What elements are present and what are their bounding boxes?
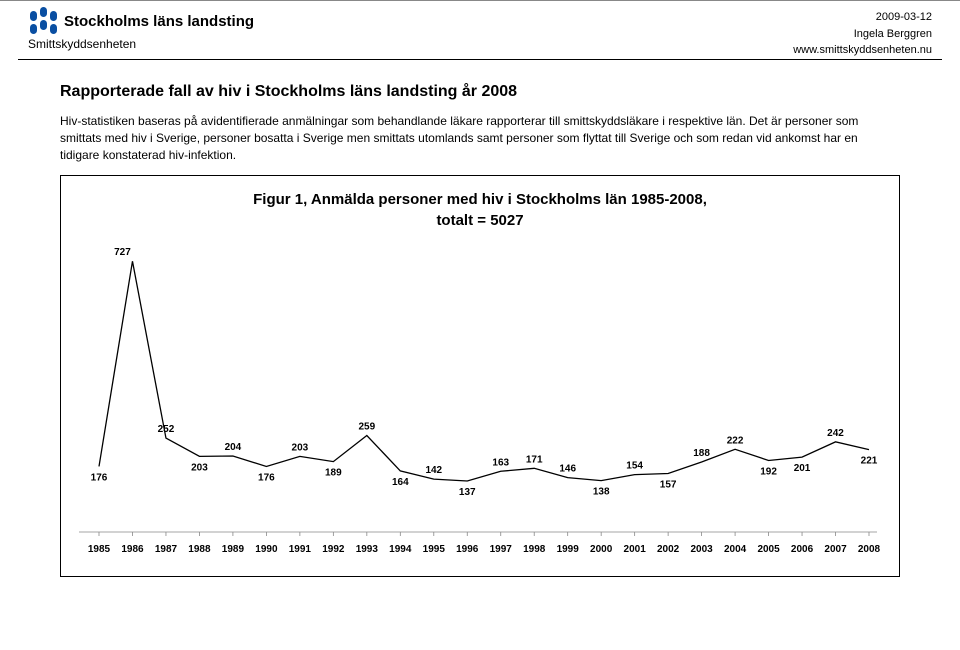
svg-text:1991: 1991: [289, 544, 312, 555]
svg-text:163: 163: [492, 458, 509, 469]
svg-text:204: 204: [225, 442, 242, 453]
svg-text:2004: 2004: [724, 544, 747, 555]
svg-text:2005: 2005: [757, 544, 780, 555]
svg-text:1998: 1998: [523, 544, 546, 555]
org-name: Stockholms läns landsting: [64, 13, 254, 30]
svg-text:2008: 2008: [858, 544, 881, 555]
svg-text:203: 203: [292, 443, 309, 454]
svg-text:1990: 1990: [255, 544, 278, 555]
svg-text:154: 154: [626, 461, 643, 472]
logo: [28, 7, 58, 37]
svg-text:1985: 1985: [88, 544, 111, 555]
header-date: 2009-03-12: [793, 9, 932, 26]
header-author: Ingela Berggren: [793, 26, 932, 43]
svg-text:1995: 1995: [423, 544, 446, 555]
svg-text:176: 176: [91, 473, 108, 484]
svg-text:242: 242: [827, 428, 844, 439]
svg-text:259: 259: [358, 422, 375, 433]
svg-text:2006: 2006: [791, 544, 814, 555]
svg-text:192: 192: [760, 467, 777, 478]
svg-text:176: 176: [258, 473, 275, 484]
svg-text:1999: 1999: [557, 544, 580, 555]
intro-paragraph: Hiv-statistiken baseras på avidentifiera…: [60, 113, 900, 163]
svg-text:203: 203: [191, 463, 208, 474]
header-meta: 2009-03-12 Ingela Berggren www.smittskyd…: [793, 9, 932, 59]
svg-text:1997: 1997: [490, 544, 513, 555]
svg-text:221: 221: [861, 456, 878, 467]
svg-text:189: 189: [325, 468, 342, 479]
svg-text:201: 201: [794, 464, 811, 475]
svg-text:2002: 2002: [657, 544, 680, 555]
svg-text:164: 164: [392, 477, 409, 488]
report-title: Rapporterade fall av hiv i Stockholms lä…: [60, 83, 900, 101]
svg-text:2003: 2003: [690, 544, 713, 555]
svg-text:252: 252: [158, 425, 175, 436]
svg-text:1992: 1992: [322, 544, 345, 555]
svg-text:1987: 1987: [155, 544, 178, 555]
svg-text:171: 171: [526, 455, 543, 466]
svg-text:142: 142: [425, 465, 442, 476]
svg-text:138: 138: [593, 487, 610, 498]
svg-text:1993: 1993: [356, 544, 379, 555]
svg-text:1989: 1989: [222, 544, 245, 555]
chart-container: Figur 1, Anmälda personer med hiv i Stoc…: [60, 175, 900, 577]
svg-text:1996: 1996: [456, 544, 479, 555]
header-divider: [18, 59, 942, 60]
svg-text:146: 146: [559, 464, 576, 475]
svg-text:727: 727: [114, 248, 131, 259]
svg-text:157: 157: [660, 480, 677, 491]
svg-text:2000: 2000: [590, 544, 613, 555]
line-chart: 176 727 252 203 204 176 203 189 259 164 142 137 163 1…: [61, 176, 899, 576]
svg-text:2007: 2007: [824, 544, 847, 555]
svg-text:222: 222: [727, 436, 744, 447]
main: Rapporterade fall av hiv i Stockholms lä…: [0, 83, 960, 577]
svg-text:137: 137: [459, 487, 476, 498]
svg-text:1988: 1988: [188, 544, 211, 555]
dept-name: Smittskyddsenheten: [28, 37, 136, 51]
svg-text:2001: 2001: [624, 544, 647, 555]
svg-text:1994: 1994: [389, 544, 412, 555]
svg-text:1986: 1986: [121, 544, 144, 555]
header: Stockholms läns landsting Smittskyddsenh…: [0, 0, 960, 75]
header-url: www.smittskyddsenheten.nu: [793, 42, 932, 59]
svg-text:188: 188: [693, 448, 710, 459]
